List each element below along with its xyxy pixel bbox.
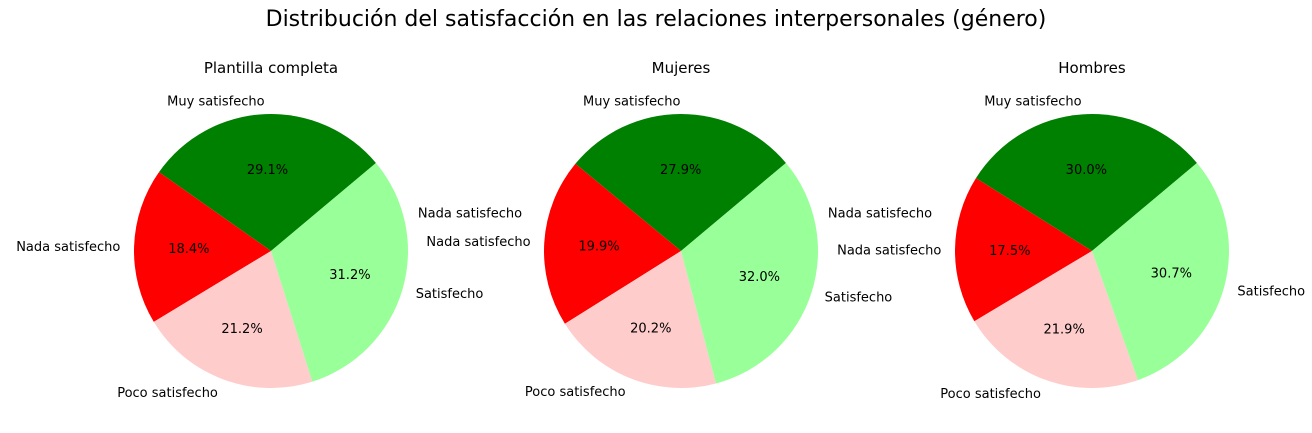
pie-slice [134, 172, 271, 322]
pie-annotation-label: Nada satisfecho [418, 207, 522, 222]
slice-category-label: Poco satisfecho [525, 385, 626, 400]
slice-percent-label: 18.4% [168, 242, 209, 257]
slice-category-label: Satisfecho [416, 287, 484, 302]
slice-category-label: Nada satisfecho [837, 243, 941, 258]
slice-percent-label: 21.2% [221, 322, 262, 337]
slice-percent-label: 20.2% [630, 321, 671, 336]
pie-chart: Plantilla completa 29.1% Muy satisfecho 18.… [16, 59, 522, 401]
slice-category-label: Muy satisfecho [984, 95, 1081, 110]
pie-slice [575, 114, 786, 251]
slice-category-label: Nada satisfecho [426, 235, 530, 250]
slice-percent-label: 30.7% [1151, 267, 1192, 282]
pie-slice [543, 163, 681, 324]
pie-slice [681, 162, 818, 384]
pie-slice [975, 113, 1197, 252]
slice-percent-label: 17.5% [989, 244, 1030, 259]
pie-slice [974, 251, 1138, 388]
slice-category-label: Satisfecho [825, 291, 893, 306]
pie-chart: Mujeres 27.9% Muy satisfecho 19.9% Nada sati… [426, 59, 932, 400]
slice-percent-label: 19.9% [578, 240, 619, 255]
slice-category-label: Satisfecho [1237, 285, 1305, 300]
figure-title: Distribución del satisfacción en las rel… [265, 7, 1047, 32]
slice-percent-label: 30.0% [1066, 163, 1107, 178]
pie-slice [153, 251, 313, 389]
slice-category-label: Muy satisfecho [167, 94, 264, 109]
slice-percent-label: 29.1% [247, 163, 288, 178]
chart-title: Plantilla completa [204, 59, 338, 77]
pie-slice [158, 114, 376, 251]
slice-percent-label: 27.9% [660, 163, 701, 178]
pie-slice [955, 178, 1092, 322]
chart-title: Hombres [1058, 59, 1126, 77]
pie-slice [271, 162, 408, 382]
slice-category-label: Muy satisfecho [583, 94, 680, 109]
slice-category-label: Poco satisfecho [117, 386, 218, 401]
pie-chart: Hombres 30.0% Muy satisfecho 17.5% Nada sati… [837, 59, 1305, 402]
slice-percent-label: 21.9% [1044, 322, 1085, 337]
slice-category-label: Poco satisfecho [940, 387, 1041, 402]
pie-slice [564, 251, 716, 388]
slice-percent-label: 32.0% [739, 270, 780, 285]
pie-slice [1092, 162, 1229, 381]
slice-percent-label: 31.2% [329, 268, 370, 283]
slice-category-label: Nada satisfecho [16, 240, 120, 255]
chart-title: Mujeres [652, 59, 711, 77]
pie-annotation-label: Nada satisfecho [828, 207, 932, 222]
